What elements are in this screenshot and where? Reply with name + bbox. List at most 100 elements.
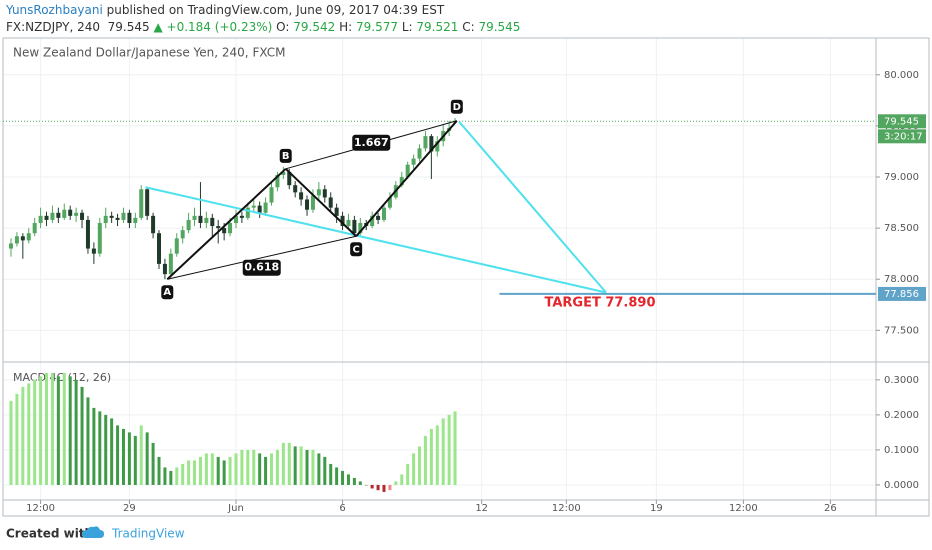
candle-body xyxy=(381,207,386,220)
high: 79.577 xyxy=(355,20,398,34)
macd-bar xyxy=(56,376,60,485)
candle-body xyxy=(174,238,179,254)
last-price-label: 79.545 xyxy=(884,116,919,127)
macd-bar xyxy=(62,372,66,485)
low: 79.521 xyxy=(416,20,459,34)
candle-body xyxy=(68,209,73,216)
macd-bar xyxy=(110,418,114,485)
macd-bar xyxy=(264,456,268,485)
macd-bar xyxy=(275,449,279,485)
pattern-leg xyxy=(285,168,357,238)
candle-body xyxy=(204,217,209,223)
point-label: B xyxy=(282,151,290,162)
candle-body xyxy=(121,212,126,220)
candle-body xyxy=(139,189,144,218)
candle-body xyxy=(168,253,173,275)
candle-body xyxy=(281,171,286,175)
grid xyxy=(3,38,876,500)
chart-title: New Zealand Dollar/Japanese Yen, 240, FX… xyxy=(13,46,285,60)
macd-bar xyxy=(418,446,422,485)
y-tick-label: 0.2000 xyxy=(884,410,919,421)
candle-body xyxy=(411,158,416,165)
candle-body xyxy=(328,197,333,208)
target-label: TARGET 77.890 xyxy=(544,295,655,310)
candle-body xyxy=(103,215,108,223)
candle-body xyxy=(8,243,13,249)
macd-bar xyxy=(311,449,315,485)
macd-bar xyxy=(133,435,137,485)
candle-body xyxy=(97,222,102,254)
candle-body xyxy=(133,217,138,223)
header: YunsRozhbayani published on TradingView.… xyxy=(6,2,520,36)
macd-bar xyxy=(21,386,25,485)
brand[interactable]: TradingView xyxy=(111,527,185,541)
macd-bar xyxy=(127,432,131,485)
macd-bar xyxy=(15,393,19,485)
pattern-leg xyxy=(166,168,287,280)
macd-bar xyxy=(412,453,416,485)
candles xyxy=(8,118,458,280)
quote-line: FX:NZDJPY, 240 79.545 ▲ +0.184 (+0.23%) … xyxy=(6,19,520,36)
macd-bar xyxy=(33,379,37,485)
candle-body xyxy=(80,212,85,220)
trend-line xyxy=(145,186,607,294)
timer-box xyxy=(878,129,926,144)
publish-line: YunsRozhbayani published on TradingView.… xyxy=(6,2,520,19)
macd-bar xyxy=(145,432,149,485)
candle-body xyxy=(275,174,280,188)
ratio-label: 1.667 xyxy=(354,136,389,149)
candle-body xyxy=(299,192,304,200)
candle-body xyxy=(210,217,215,227)
candle-body xyxy=(245,207,250,218)
c-label: C: xyxy=(462,20,475,34)
macd-bar xyxy=(98,411,102,485)
indicator-title: MACD 4C (12, 26) xyxy=(13,371,111,384)
macd-bar xyxy=(139,425,143,485)
logo[interactable] xyxy=(82,526,104,538)
candle-body xyxy=(32,222,37,234)
y-tick-label: 0.3000 xyxy=(884,375,919,386)
candle-body xyxy=(91,248,96,254)
macd-bar xyxy=(370,484,374,489)
macd-bar xyxy=(435,425,439,485)
candle-body xyxy=(115,217,120,220)
candle-body xyxy=(109,215,114,218)
candle-body xyxy=(334,207,339,216)
candle-body xyxy=(257,205,262,213)
macd-bar xyxy=(27,383,31,485)
macd-bar xyxy=(104,414,108,485)
macd-bar xyxy=(388,484,392,491)
macd-bar xyxy=(216,456,220,485)
macd-bar xyxy=(9,400,13,485)
macd-bar xyxy=(187,460,191,485)
y-tick-label: 78.000 xyxy=(884,274,919,285)
pattern-leg xyxy=(355,120,458,237)
macd-bars xyxy=(9,372,457,492)
point-label: A xyxy=(163,287,171,298)
candle-body xyxy=(346,219,351,227)
macd-bar xyxy=(376,484,380,491)
y-tick-label: 77.500 xyxy=(884,325,919,336)
change: +0.184 xyxy=(166,20,211,34)
macd-bar xyxy=(382,484,386,492)
candle-body xyxy=(269,187,274,203)
y-tick-label: 78.500 xyxy=(884,223,919,234)
macd-bar xyxy=(453,411,457,485)
x-tick-label: 29 xyxy=(123,503,136,514)
candle-body xyxy=(370,215,375,227)
macd-bar xyxy=(163,467,167,485)
candle-body xyxy=(423,136,428,149)
macd-bar xyxy=(175,467,179,485)
candle-body xyxy=(186,219,191,231)
macd-bar xyxy=(346,474,350,485)
macd-bar xyxy=(281,442,285,485)
candle-body xyxy=(151,215,156,234)
candle-body xyxy=(435,141,440,152)
published: published on TradingView.com, June 09, 2… xyxy=(106,3,445,17)
candle-body xyxy=(20,236,25,241)
y-tick-label: 0.1000 xyxy=(884,445,919,456)
candle-body xyxy=(340,215,345,227)
candle-body xyxy=(85,219,90,249)
author[interactable]: YunsRozhbayani xyxy=(6,3,103,17)
